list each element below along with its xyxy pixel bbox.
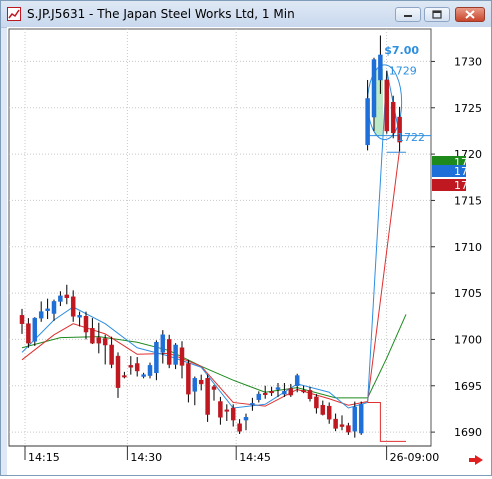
candle-body	[314, 396, 319, 409]
candle-body	[19, 315, 25, 324]
candle-body	[384, 79, 390, 132]
close-button[interactable]	[455, 7, 485, 22]
candle-body	[102, 338, 108, 346]
close-icon	[465, 10, 475, 19]
candle-body	[70, 296, 76, 317]
x-tick-label: 26-09:00	[390, 451, 440, 464]
candle-body	[38, 311, 44, 319]
candle-body	[141, 374, 146, 377]
candle-body	[122, 375, 127, 378]
candle-body	[339, 424, 345, 427]
maximize-button[interactable]	[424, 7, 450, 22]
candle-body	[205, 378, 210, 415]
candle-body	[51, 301, 57, 314]
scroll-right-arrow-icon	[475, 455, 483, 465]
price-tag	[432, 179, 466, 191]
candle-body	[352, 406, 358, 432]
y-tick-label: 1730	[454, 55, 482, 68]
price-tag-label: 1719	[454, 165, 482, 178]
candle-body	[230, 407, 236, 421]
ma-mid-line	[21, 149, 401, 407]
x-tick-label: 14:15	[28, 451, 60, 464]
candle-body	[211, 386, 217, 390]
candle-body	[371, 59, 377, 118]
candle-body	[83, 316, 89, 333]
plot-area	[8, 28, 432, 447]
title-bar[interactable]: S.JP.J5631 - The Japan Steel Works Ltd, …	[1, 1, 491, 28]
level-label-high: 1729	[389, 64, 417, 77]
candle-body	[262, 392, 268, 395]
candle-body	[346, 425, 351, 433]
candle-body	[192, 378, 198, 392]
candle-body	[275, 387, 281, 390]
candle-body	[45, 308, 50, 311]
minimize-button[interactable]	[395, 7, 421, 22]
level-label-low: 1722	[397, 131, 425, 144]
candle-body	[179, 347, 185, 366]
candle-body	[358, 404, 364, 434]
candle-body	[365, 98, 370, 146]
price-tag-label: 1718	[454, 179, 482, 192]
price-chart[interactable]: 169016951700170517101715172017251730$7.0…	[7, 27, 491, 475]
candle-body	[218, 401, 223, 418]
candle-body	[173, 344, 178, 365]
candle-body	[147, 365, 153, 376]
candle-body	[32, 317, 38, 342]
candle-body	[333, 418, 338, 429]
candle-body	[154, 341, 159, 374]
candle-body	[390, 101, 396, 134]
candle-body	[64, 294, 70, 298]
y-tick-label: 1690	[454, 426, 482, 439]
gain-label: $7.00	[384, 44, 419, 57]
candle-body	[256, 393, 262, 400]
y-tick-label: 1710	[454, 241, 482, 254]
candle-body	[26, 323, 31, 344]
y-tick-label: 1725	[454, 102, 482, 115]
y-tick-label: 1705	[454, 287, 482, 300]
candle-body	[58, 295, 63, 302]
candle-body	[243, 417, 249, 421]
candle-body	[250, 403, 255, 406]
candle-body	[96, 337, 102, 344]
candle-body	[166, 339, 172, 365]
candle-body	[326, 405, 332, 420]
candle-body	[378, 54, 383, 81]
candle-body	[288, 388, 294, 396]
window-title: S.JP.J5631 - The Japan Steel Works Ltd, …	[27, 7, 295, 21]
x-tick-label: 14:45	[239, 451, 271, 464]
chart-area[interactable]: 1690 1695 1700 1705 1710 1715 1720 1725 1730 $7.0…	[7, 27, 491, 475]
price-tag	[432, 165, 466, 177]
candle-body	[320, 404, 326, 415]
x-tick-label: 14:30	[130, 451, 162, 464]
scroll-right-arrow-shaft	[469, 458, 476, 462]
candle-body	[294, 375, 300, 387]
candle-body	[301, 390, 306, 393]
y-tick-label: 1700	[454, 333, 482, 346]
candle-body	[134, 363, 140, 372]
ma-trail-line	[367, 401, 406, 442]
candle-body	[397, 116, 402, 143]
candle-body	[282, 391, 287, 395]
candle-body	[198, 379, 204, 385]
selection-highlight	[374, 68, 383, 136]
y-tick-label: 1715	[454, 194, 482, 207]
candle-body	[128, 365, 134, 368]
chart-app-icon	[7, 7, 21, 21]
y-tick-label: 1695	[454, 380, 482, 393]
minimize-icon	[404, 15, 412, 17]
candle-body	[90, 328, 95, 344]
candle-body	[186, 363, 191, 395]
candle-body	[307, 390, 313, 399]
candle-body	[269, 391, 274, 394]
candle-body	[115, 355, 121, 388]
candle-body	[237, 423, 242, 432]
candle-body	[224, 409, 230, 412]
maximize-icon	[432, 10, 442, 19]
candle-body	[109, 344, 114, 365]
candle-body	[160, 334, 166, 353]
candle-body	[77, 315, 82, 318]
